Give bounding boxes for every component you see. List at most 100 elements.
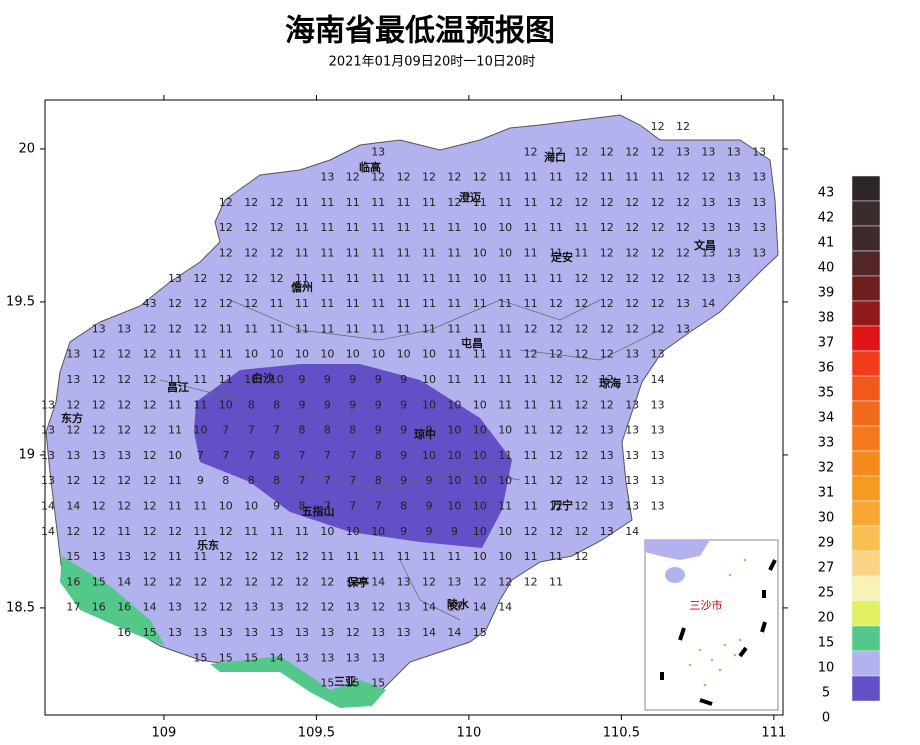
legend-label: 31: [818, 486, 835, 501]
grid-value: 12: [549, 449, 563, 462]
grid-value: 13: [651, 348, 665, 361]
grid-value: 11: [397, 221, 411, 234]
city-label: 万宁: [550, 498, 573, 512]
grid-value: 8: [248, 474, 255, 487]
grid-value: 12: [219, 196, 233, 209]
grid-value: 13: [92, 322, 106, 335]
legend-swatch: [851, 600, 881, 627]
grid-value: 11: [346, 247, 360, 260]
legend-swatch: [851, 675, 881, 702]
grid-value: 10: [422, 398, 436, 411]
grid-value: 8: [273, 474, 280, 487]
grid-value: 9: [426, 474, 433, 487]
legend-label: 35: [818, 386, 835, 401]
grid-value: 11: [651, 171, 665, 184]
grid-value: 10: [473, 247, 487, 260]
grid-value: 14: [651, 373, 665, 386]
grid-value: 14: [66, 500, 80, 513]
grid-value: 11: [244, 322, 258, 335]
grid-value: 9: [400, 373, 407, 386]
legend-label: 42: [818, 211, 835, 226]
grid-value: 13: [625, 398, 639, 411]
grid-value: 12: [600, 145, 614, 158]
grid-value: 13: [66, 348, 80, 361]
legend-label: 41: [818, 236, 835, 251]
grid-value: 12: [574, 474, 588, 487]
grid-value: 11: [447, 221, 461, 234]
grid-value: 7: [222, 449, 229, 462]
grid-value: 11: [524, 550, 538, 563]
grid-value: 7: [248, 449, 255, 462]
grid-value: 7: [197, 449, 204, 462]
legend-label: 0: [822, 711, 830, 726]
grid-value: 11: [371, 550, 385, 563]
grid-value: 11: [549, 247, 563, 260]
grid-value: 7: [299, 449, 306, 462]
grid-value: 9: [400, 449, 407, 462]
grid-value: 14: [498, 601, 512, 614]
grid-value: 11: [524, 171, 538, 184]
grid-value: 11: [295, 297, 309, 310]
legend-swatch: [851, 575, 881, 602]
legend-label: 32: [818, 461, 835, 476]
grid-value: 13: [600, 525, 614, 538]
grid-value: 13: [168, 626, 182, 639]
grid-value: 12: [600, 196, 614, 209]
grid-value: 13: [41, 398, 55, 411]
grid-value: 11: [549, 221, 563, 234]
y-tick-label: 19: [18, 447, 35, 462]
grid-value: 10: [422, 348, 436, 361]
grid-value: 12: [625, 272, 639, 285]
grid-value: 13: [651, 424, 665, 437]
grid-value: 13: [295, 651, 309, 664]
grid-value: 13: [168, 272, 182, 285]
grid-value: 11: [498, 449, 512, 462]
grid-value: 10: [219, 500, 233, 513]
grid-value: 12: [574, 297, 588, 310]
grid-value: 12: [574, 500, 588, 513]
grid-value: 11: [244, 525, 258, 538]
grid-value: 13: [676, 145, 690, 158]
grid-value: 13: [270, 626, 284, 639]
grid-value: 11: [397, 550, 411, 563]
grid-value: 12: [574, 145, 588, 158]
grid-value: 12: [625, 145, 639, 158]
grid-value: 11: [270, 525, 284, 538]
grid-value: 7: [349, 474, 356, 487]
grid-value: 12: [295, 550, 309, 563]
grid-value: 10: [244, 500, 258, 513]
grid-value: 11: [549, 398, 563, 411]
grid-value: 12: [574, 171, 588, 184]
grid-value: 11: [270, 297, 284, 310]
grid-value: 11: [600, 171, 614, 184]
grid-value: 12: [549, 145, 563, 158]
grid-value: 12: [143, 373, 157, 386]
grid-value: 14: [701, 297, 715, 310]
grid-value: 13: [651, 500, 665, 513]
grid-value: 12: [549, 500, 563, 513]
grid-value: 12: [320, 601, 334, 614]
grid-value: 10: [320, 525, 334, 538]
grid-value: 13: [66, 449, 80, 462]
legend-label: 34: [818, 411, 835, 426]
grid-value: 16: [117, 626, 131, 639]
grid-value: 12: [549, 424, 563, 437]
grid-value: 12: [92, 398, 106, 411]
grid-value: 12: [143, 449, 157, 462]
grid-value: 12: [92, 373, 106, 386]
grid-value: 13: [625, 500, 639, 513]
grid-value: 10: [422, 373, 436, 386]
grid-value: 10: [473, 474, 487, 487]
grid-value: 12: [219, 550, 233, 563]
grid-value: 10: [244, 373, 258, 386]
grid-value: 11: [447, 373, 461, 386]
grid-value: 12: [320, 575, 334, 588]
grid-value: 11: [473, 196, 487, 209]
grid-value: 12: [422, 171, 436, 184]
grid-value: 9: [375, 373, 382, 386]
grid-value: 12: [219, 272, 233, 285]
grid-value: 8: [222, 474, 229, 487]
grid-value: 12: [447, 196, 461, 209]
grid-value: 7: [324, 474, 331, 487]
